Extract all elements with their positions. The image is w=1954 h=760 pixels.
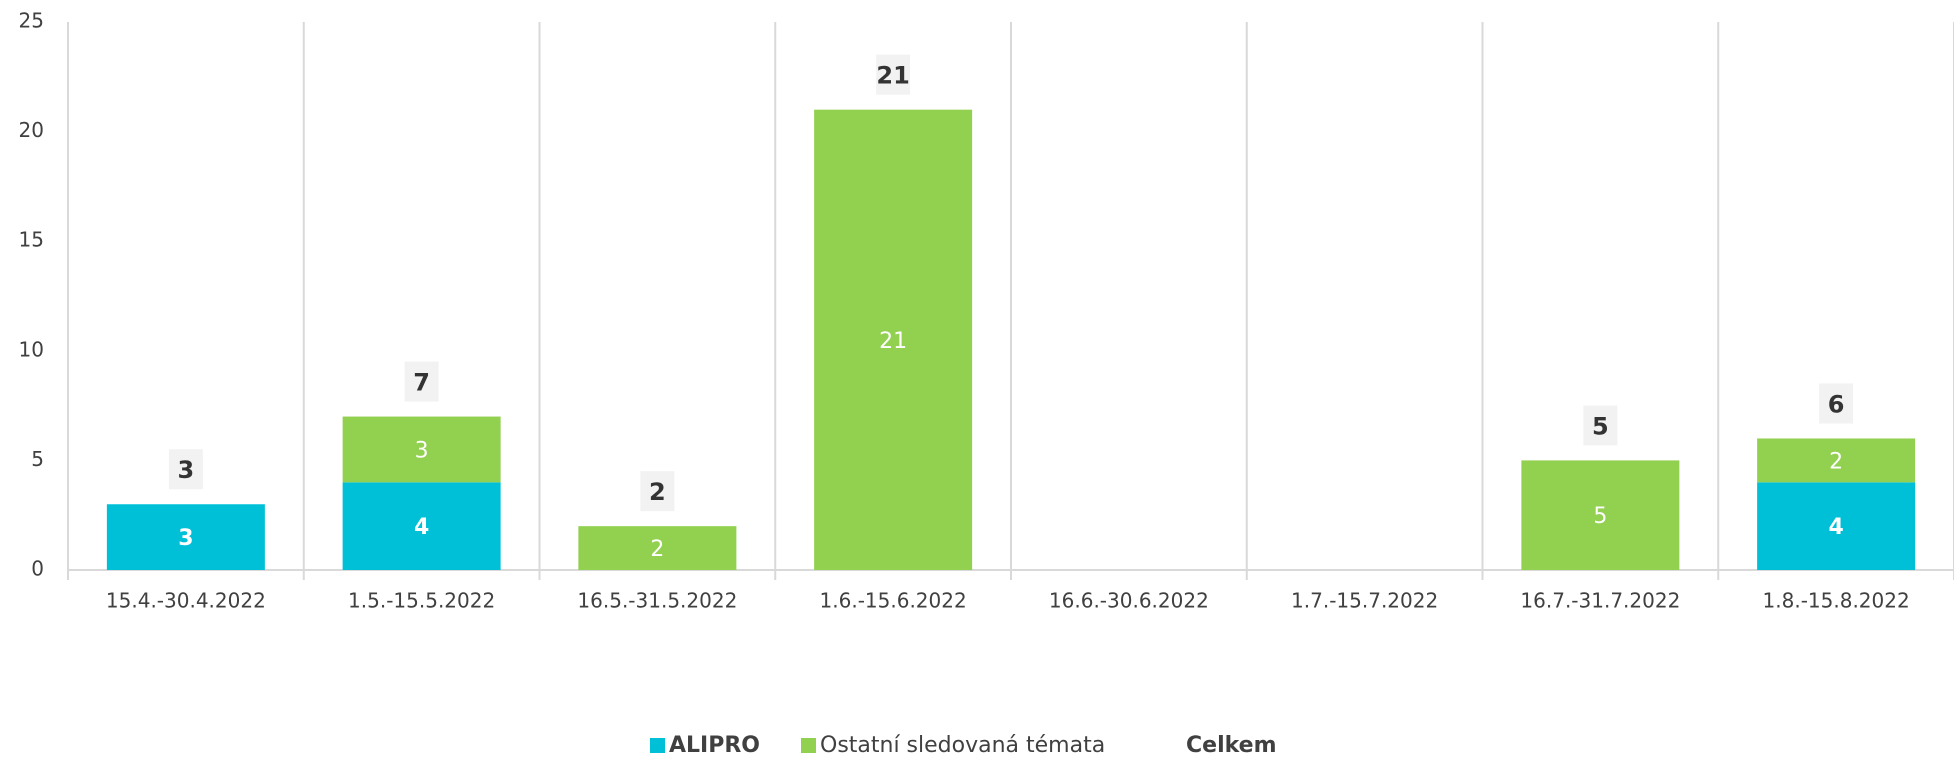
y-tick-label: 10 [19, 337, 44, 361]
legend-swatch [650, 738, 665, 753]
segment-label: 4 [1828, 515, 1843, 540]
segment-label: 4 [414, 515, 429, 540]
segment-label: 2 [1829, 449, 1843, 474]
total-label: 5 [1592, 412, 1609, 440]
bar-segment [342, 482, 501, 570]
y-tick-label: 15 [19, 228, 44, 252]
segment-label: 5 [1593, 504, 1607, 529]
bar-segment [1521, 460, 1680, 570]
x-tick-label: 1.8.-15.8.2022 [1763, 589, 1910, 613]
bar-segment [578, 526, 737, 570]
total-label: 21 [876, 62, 909, 90]
segment-label: 21 [879, 329, 907, 354]
x-tick-label: 16.6.-30.6.2022 [1049, 589, 1209, 613]
bar-segment [814, 109, 973, 571]
y-tick-label: 0 [31, 557, 44, 581]
total-label-bg [1819, 383, 1854, 424]
legend-label: Celkem [1186, 733, 1277, 758]
segment-label: 3 [415, 438, 429, 463]
y-tick-label: 5 [31, 447, 44, 471]
total-label: 7 [413, 369, 430, 397]
legend-swatch [801, 738, 816, 753]
segment-label: 2 [650, 537, 664, 562]
bar-segment [342, 416, 501, 483]
x-tick-label: 16.5.-31.5.2022 [577, 589, 737, 613]
total-label-bg [1583, 405, 1618, 446]
legend-label: Ostatní sledovaná témata [820, 733, 1105, 758]
total-label-bg [640, 471, 675, 512]
total-label: 6 [1828, 390, 1845, 418]
x-tick-label: 16.7.-31.7.2022 [1520, 589, 1680, 613]
total-label: 2 [649, 478, 666, 506]
segment-label: 3 [178, 526, 193, 551]
y-tick-label: 20 [19, 118, 44, 142]
x-tick-label: 1.6.-15.6.2022 [820, 589, 967, 613]
y-tick-label: 25 [19, 9, 44, 33]
x-tick-label: 1.7.-15.7.2022 [1291, 589, 1438, 613]
bar-segment [1757, 482, 1916, 570]
bar-segment [106, 504, 265, 570]
total-label: 3 [178, 456, 195, 484]
total-label-bg [404, 361, 439, 402]
bar-segment [1757, 438, 1916, 483]
x-tick-label: 15.4.-30.4.2022 [106, 589, 266, 613]
total-label-bg [876, 54, 911, 95]
x-tick-label: 1.5.-15.5.2022 [348, 589, 495, 613]
total-label-bg [168, 449, 203, 490]
legend-label: ALIPRO [669, 733, 760, 758]
